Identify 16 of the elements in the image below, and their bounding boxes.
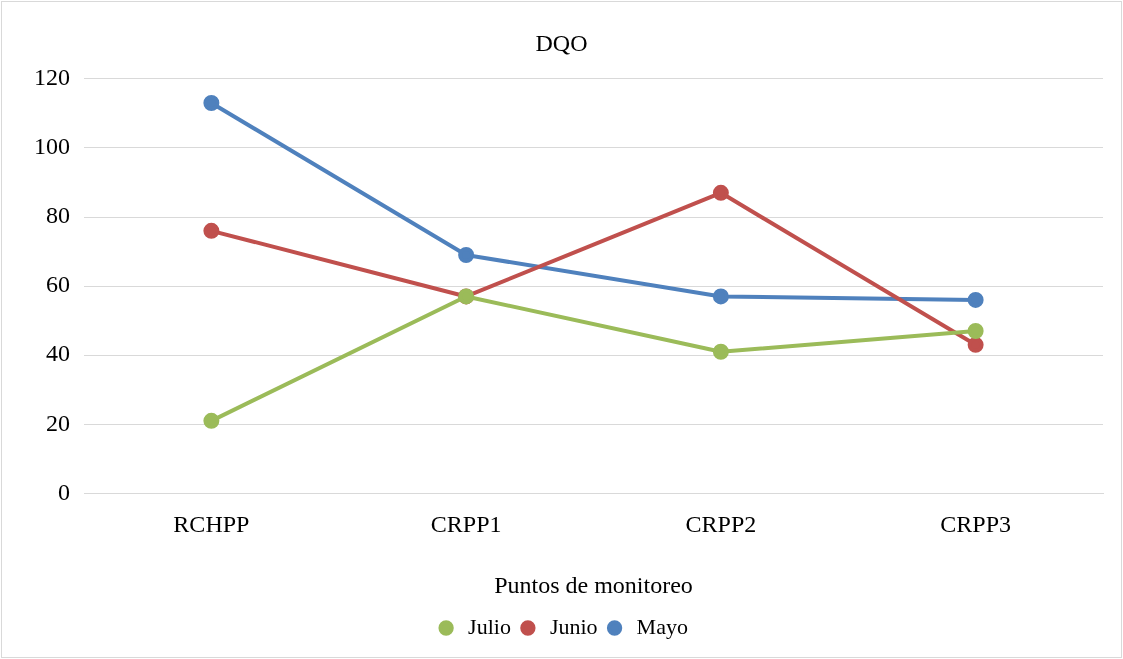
y-tick-label: 20: [46, 409, 70, 436]
y-tick-label: 100: [34, 133, 70, 160]
legend-label: Julio: [468, 613, 511, 639]
legend-label: Mayo: [636, 613, 688, 639]
y-tick-label: 60: [46, 271, 70, 298]
x-tick-label: RCHPP: [173, 511, 250, 538]
y-tick-label: 120: [34, 64, 70, 91]
x-axis-title: Puntos de monitoreo: [494, 571, 693, 598]
x-tick-label: CRPP3: [940, 511, 1011, 538]
x-tick-label: CRPP2: [685, 511, 757, 538]
x-tick-label: CRPP1: [430, 511, 502, 538]
chart-title: DQO: [535, 29, 588, 56]
y-tick-label: 40: [46, 340, 70, 367]
y-tick-label: 0: [58, 478, 70, 505]
legend-label: Junio: [549, 613, 598, 639]
y-tick-label: 80: [46, 202, 70, 229]
